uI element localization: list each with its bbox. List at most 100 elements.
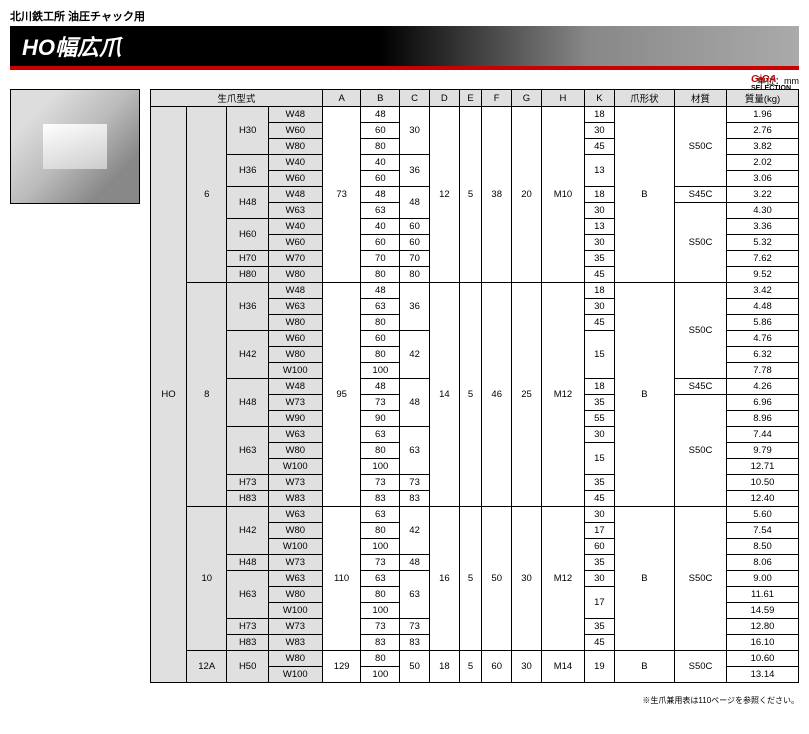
series-cell: HO — [151, 107, 187, 683]
h-cell: H73 — [227, 619, 268, 635]
k-cell: 35 — [585, 555, 615, 571]
d-cell: 14 — [429, 283, 459, 507]
mat-cell: S50C — [674, 507, 726, 651]
col-header: 質量(kg) — [727, 90, 799, 107]
b-cell: 48 — [361, 379, 400, 395]
b-cell: 80 — [361, 523, 400, 539]
w-cell: W100 — [268, 667, 322, 683]
b-cell: 83 — [361, 491, 400, 507]
mass-cell: 13.14 — [727, 667, 799, 683]
mass-cell: 8.96 — [727, 411, 799, 427]
col-header: A — [322, 90, 361, 107]
w-cell: W63 — [268, 507, 322, 523]
c-cell: 48 — [400, 555, 430, 571]
page-title: HO幅広爪 — [22, 35, 121, 60]
w-cell: W80 — [268, 587, 322, 603]
mass-cell: 5.60 — [727, 507, 799, 523]
footnote: ※生爪兼用表は110ページを参照ください。 — [0, 693, 809, 708]
b-cell: 73 — [361, 475, 400, 491]
col-header: B — [361, 90, 400, 107]
mat-cell: S50C — [674, 283, 726, 379]
h-cell: H36 — [227, 283, 268, 331]
b-cell: 63 — [361, 571, 400, 587]
w-cell: W80 — [268, 139, 322, 155]
mass-cell: 11.61 — [727, 587, 799, 603]
w-cell: W63 — [268, 203, 322, 219]
c-cell: 30 — [400, 107, 430, 155]
w-cell: W48 — [268, 187, 322, 203]
b-cell: 80 — [361, 267, 400, 283]
h-cell: H60 — [227, 219, 268, 251]
spec-table: 生爪型式ABCDEFGHK爪形状材質質量(kg)HO6H30W487348301… — [150, 89, 799, 683]
h-cell: H63 — [227, 571, 268, 619]
mass-cell: 4.76 — [727, 331, 799, 347]
c-cell: 83 — [400, 635, 430, 651]
product-image — [10, 89, 140, 204]
c-cell: 60 — [400, 235, 430, 251]
c-cell: 48 — [400, 187, 430, 219]
col-model: 生爪型式 — [151, 90, 323, 107]
mass-cell: 12.71 — [727, 459, 799, 475]
col-header: G — [512, 90, 542, 107]
c-cell: 42 — [400, 331, 430, 379]
w-cell: W80 — [268, 651, 322, 667]
b-cell: 80 — [361, 443, 400, 459]
table-row: 10H42W6311063421655030M1230BS50C5.60 — [151, 507, 799, 523]
k-cell: 17 — [585, 587, 615, 619]
b-cell: 48 — [361, 283, 400, 299]
c-cell: 42 — [400, 507, 430, 555]
mat-cell: S50C — [674, 203, 726, 283]
col-header: K — [585, 90, 615, 107]
mass-cell: 4.48 — [727, 299, 799, 315]
b-cell: 60 — [361, 331, 400, 347]
w-cell: W83 — [268, 491, 322, 507]
k-cell: 45 — [585, 315, 615, 331]
mass-cell: 8.06 — [727, 555, 799, 571]
table-row: 8H36W489548361454625M1218BS50C3.42 — [151, 283, 799, 299]
f-cell: 60 — [482, 651, 512, 683]
mass-cell: 8.50 — [727, 539, 799, 555]
mass-cell: 6.96 — [727, 395, 799, 411]
b-cell: 100 — [361, 667, 400, 683]
k-cell: 18 — [585, 379, 615, 395]
w-cell: W63 — [268, 299, 322, 315]
mass-cell: 3.36 — [727, 219, 799, 235]
k-cell: 30 — [585, 203, 615, 219]
w-cell: W80 — [268, 315, 322, 331]
w-cell: W73 — [268, 555, 322, 571]
mass-cell: 5.32 — [727, 235, 799, 251]
c-cell: 83 — [400, 491, 430, 507]
b-cell: 80 — [361, 587, 400, 603]
b-cell: 73 — [361, 555, 400, 571]
w-cell: W63 — [268, 427, 322, 443]
g-cell: 25 — [512, 283, 542, 507]
d-cell: 16 — [429, 507, 459, 651]
mass-cell: 7.62 — [727, 251, 799, 267]
w-cell: W83 — [268, 635, 322, 651]
e-cell: 5 — [459, 107, 482, 283]
h-cell: H83 — [227, 491, 268, 507]
mass-cell: 9.79 — [727, 443, 799, 459]
k-cell: 45 — [585, 139, 615, 155]
h-cell: H83 — [227, 635, 268, 651]
c-cell: 63 — [400, 427, 430, 475]
w-cell: W100 — [268, 603, 322, 619]
b-cell: 48 — [361, 187, 400, 203]
k-cell: 45 — [585, 635, 615, 651]
h-cell: H73 — [227, 475, 268, 491]
c-cell: 80 — [400, 267, 430, 283]
mat-cell: S50C — [674, 395, 726, 507]
w-cell: W80 — [268, 267, 322, 283]
w-cell: W48 — [268, 283, 322, 299]
k-cell: 18 — [585, 107, 615, 123]
b-cell: 63 — [361, 299, 400, 315]
mass-cell: 1.96 — [727, 107, 799, 123]
size-cell: 6 — [186, 107, 226, 283]
w-cell: W60 — [268, 171, 322, 187]
h-cell: H48 — [227, 187, 268, 219]
h-cell: H63 — [227, 427, 268, 475]
w-cell: W80 — [268, 523, 322, 539]
c-cell: 73 — [400, 619, 430, 635]
e-cell: 5 — [459, 651, 482, 683]
mass-cell: 3.06 — [727, 171, 799, 187]
